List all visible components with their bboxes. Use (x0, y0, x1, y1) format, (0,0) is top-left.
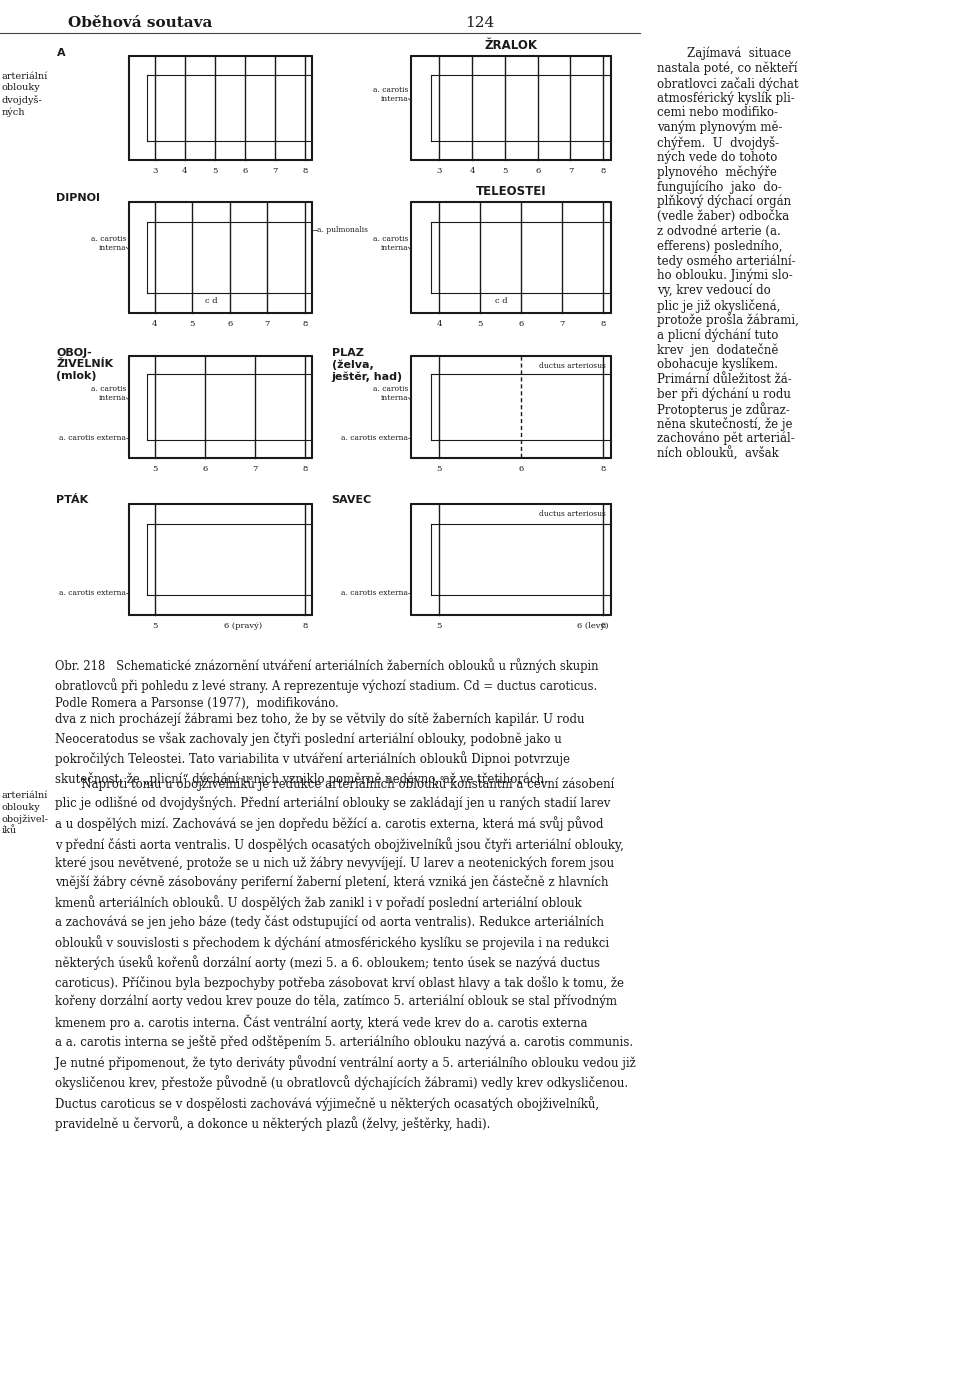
Text: a. carotis
interna: a. carotis interna (91, 385, 126, 403)
Text: 8: 8 (601, 622, 606, 631)
Text: a. carotis externa: a. carotis externa (60, 433, 126, 442)
Text: fungujícího  jako  do-: fungujícího jako do- (657, 181, 781, 193)
Text: A: A (57, 48, 65, 58)
Text: 6: 6 (203, 465, 207, 473)
Text: 4: 4 (469, 167, 475, 175)
Text: 6 (pravý): 6 (pravý) (224, 622, 262, 631)
Text: arteriální
oblouky
dvojdyš-
ných: arteriální oblouky dvojdyš- ných (2, 72, 48, 117)
Text: a plicní dýchání tuto: a plicní dýchání tuto (657, 328, 779, 342)
Text: krev  jen  dodatečně: krev jen dodatečně (657, 344, 779, 357)
Text: protože prošla žábrami,: protože prošla žábrami, (657, 313, 799, 327)
Text: a. carotis externa: a. carotis externa (341, 589, 408, 598)
Text: dva z nich procházejí žábrami bez toho, že by se větvily do sítě žaberních kapil: dva z nich procházejí žábrami bez toho, … (55, 713, 585, 785)
Text: z odvodné arterie (a.: z odvodné arterie (a. (657, 225, 780, 237)
Text: OBOJ-
ŽIVELNÍK
(mlok): OBOJ- ŽIVELNÍK (mlok) (57, 348, 113, 381)
Text: a. carotis
interna: a. carotis interna (372, 385, 408, 403)
Text: nastala poté, co někteří: nastala poté, co někteří (657, 62, 798, 76)
Text: 5: 5 (189, 320, 195, 328)
Text: a. carotis externa: a. carotis externa (341, 433, 408, 442)
Text: a. carotis
interna: a. carotis interna (372, 86, 408, 104)
Text: 5: 5 (437, 622, 442, 631)
Text: 6: 6 (518, 465, 524, 473)
Text: efferens) posledního,: efferens) posledního, (657, 239, 782, 253)
Text: 8: 8 (302, 465, 307, 473)
Text: chýřem.  U  dvojdyš-: chýřem. U dvojdyš- (657, 135, 780, 150)
Text: c d: c d (205, 297, 218, 305)
Text: 6 (levý): 6 (levý) (577, 622, 609, 631)
Text: tedy osmého arteriální-: tedy osmého arteriální- (657, 254, 796, 268)
Text: 124: 124 (466, 17, 494, 30)
Text: něna skutečností, že je: něna skutečností, že je (657, 417, 793, 431)
Text: Protopterus je zdůraz-: Protopterus je zdůraz- (657, 402, 790, 417)
Text: a. carotis
interna: a. carotis interna (91, 235, 126, 251)
Text: 5: 5 (477, 320, 483, 328)
Text: ních oblouků,  avšak: ních oblouků, avšak (657, 447, 779, 461)
Text: atmosférický kyslík pli-: atmosférický kyslík pli- (657, 91, 795, 105)
Text: Oběhová soutava: Oběhová soutava (68, 17, 212, 30)
Text: 8: 8 (601, 167, 606, 175)
Text: cemi nebo modifiko-: cemi nebo modifiko- (657, 106, 778, 119)
Text: ductus arteriosus: ductus arteriosus (540, 509, 607, 518)
Text: 7: 7 (272, 167, 277, 175)
Text: PTÁK: PTÁK (57, 495, 88, 505)
Text: ŽRALOK: ŽRALOK (485, 39, 538, 52)
Text: a. carotis externa: a. carotis externa (60, 589, 126, 598)
Text: plic je již okysličená,: plic je již okysličená, (657, 298, 780, 313)
Text: plynového  měchýře: plynového měchýře (657, 166, 777, 179)
Text: 8: 8 (302, 167, 307, 175)
Text: 7: 7 (265, 320, 270, 328)
Text: ber při dýchání u rodu: ber při dýchání u rodu (657, 388, 791, 402)
Text: 5: 5 (152, 465, 157, 473)
Text: obohacuje kyslíkem.: obohacuje kyslíkem. (657, 357, 778, 371)
Text: plňkový dýchací orgán: plňkový dýchací orgán (657, 195, 791, 208)
Text: vaným plynovým mě-: vaným plynovým mě- (657, 121, 782, 134)
Text: 5: 5 (437, 465, 442, 473)
Text: c d: c d (495, 297, 508, 305)
Text: ho oblouku. Jinými slo-: ho oblouku. Jinými slo- (657, 269, 793, 283)
Text: SAVEC: SAVEC (331, 495, 372, 505)
Text: 4: 4 (437, 320, 442, 328)
Text: 3: 3 (437, 167, 442, 175)
Text: 7: 7 (252, 465, 257, 473)
Text: a. carotis
interna: a. carotis interna (372, 235, 408, 251)
Text: zachováno pět arteriál-: zachováno pět arteriál- (657, 432, 795, 446)
Text: 7: 7 (560, 320, 565, 328)
Text: 4: 4 (182, 167, 187, 175)
Text: 6: 6 (518, 320, 524, 328)
Text: (vedle žaber) odbočka: (vedle žaber) odbočka (657, 210, 789, 222)
Text: Naproti tomu u obojživelníků je redukce arteriálních oblouků konstantní a cévní : Naproti tomu u obojživelníků je redukce … (55, 776, 636, 1132)
Text: PLAZ
(želva,
ještěr, had): PLAZ (želva, ještěr, had) (331, 348, 403, 382)
Text: 6: 6 (535, 167, 540, 175)
Text: 8: 8 (601, 465, 606, 473)
Text: 8: 8 (302, 320, 307, 328)
Text: Zajímavá  situace: Zajímavá situace (657, 47, 791, 61)
Text: vy, krev vedoucí do: vy, krev vedoucí do (657, 284, 771, 297)
Text: 7: 7 (567, 167, 573, 175)
Text: 4: 4 (152, 320, 157, 328)
Text: TELEOSTEI: TELEOSTEI (476, 185, 546, 197)
Text: ductus arteriosus: ductus arteriosus (540, 362, 607, 370)
Text: 6: 6 (242, 167, 248, 175)
Text: DIPNOI: DIPNOI (57, 193, 101, 203)
Text: Obr. 218   Schematické znázornění utváření arteriálních žaberních oblouků u různ: Obr. 218 Schematické znázornění utváření… (55, 658, 598, 709)
Text: 6: 6 (228, 320, 232, 328)
Text: 5: 5 (502, 167, 508, 175)
Text: 3: 3 (152, 167, 157, 175)
Text: 5: 5 (152, 622, 157, 631)
Text: a. pulmonalis: a. pulmonalis (317, 225, 368, 233)
Text: 8: 8 (302, 622, 307, 631)
Text: Primární důležitost žá-: Primární důležitost žá- (657, 373, 792, 385)
Text: 5: 5 (212, 167, 218, 175)
Text: ných vede do tohoto: ných vede do tohoto (657, 150, 778, 164)
Text: arteriální
oblouky
obojživel-
íků: arteriální oblouky obojživel- íků (2, 791, 49, 835)
Text: 8: 8 (601, 320, 606, 328)
Text: obratlovci začali dýchat: obratlovci začali dýchat (657, 77, 799, 91)
